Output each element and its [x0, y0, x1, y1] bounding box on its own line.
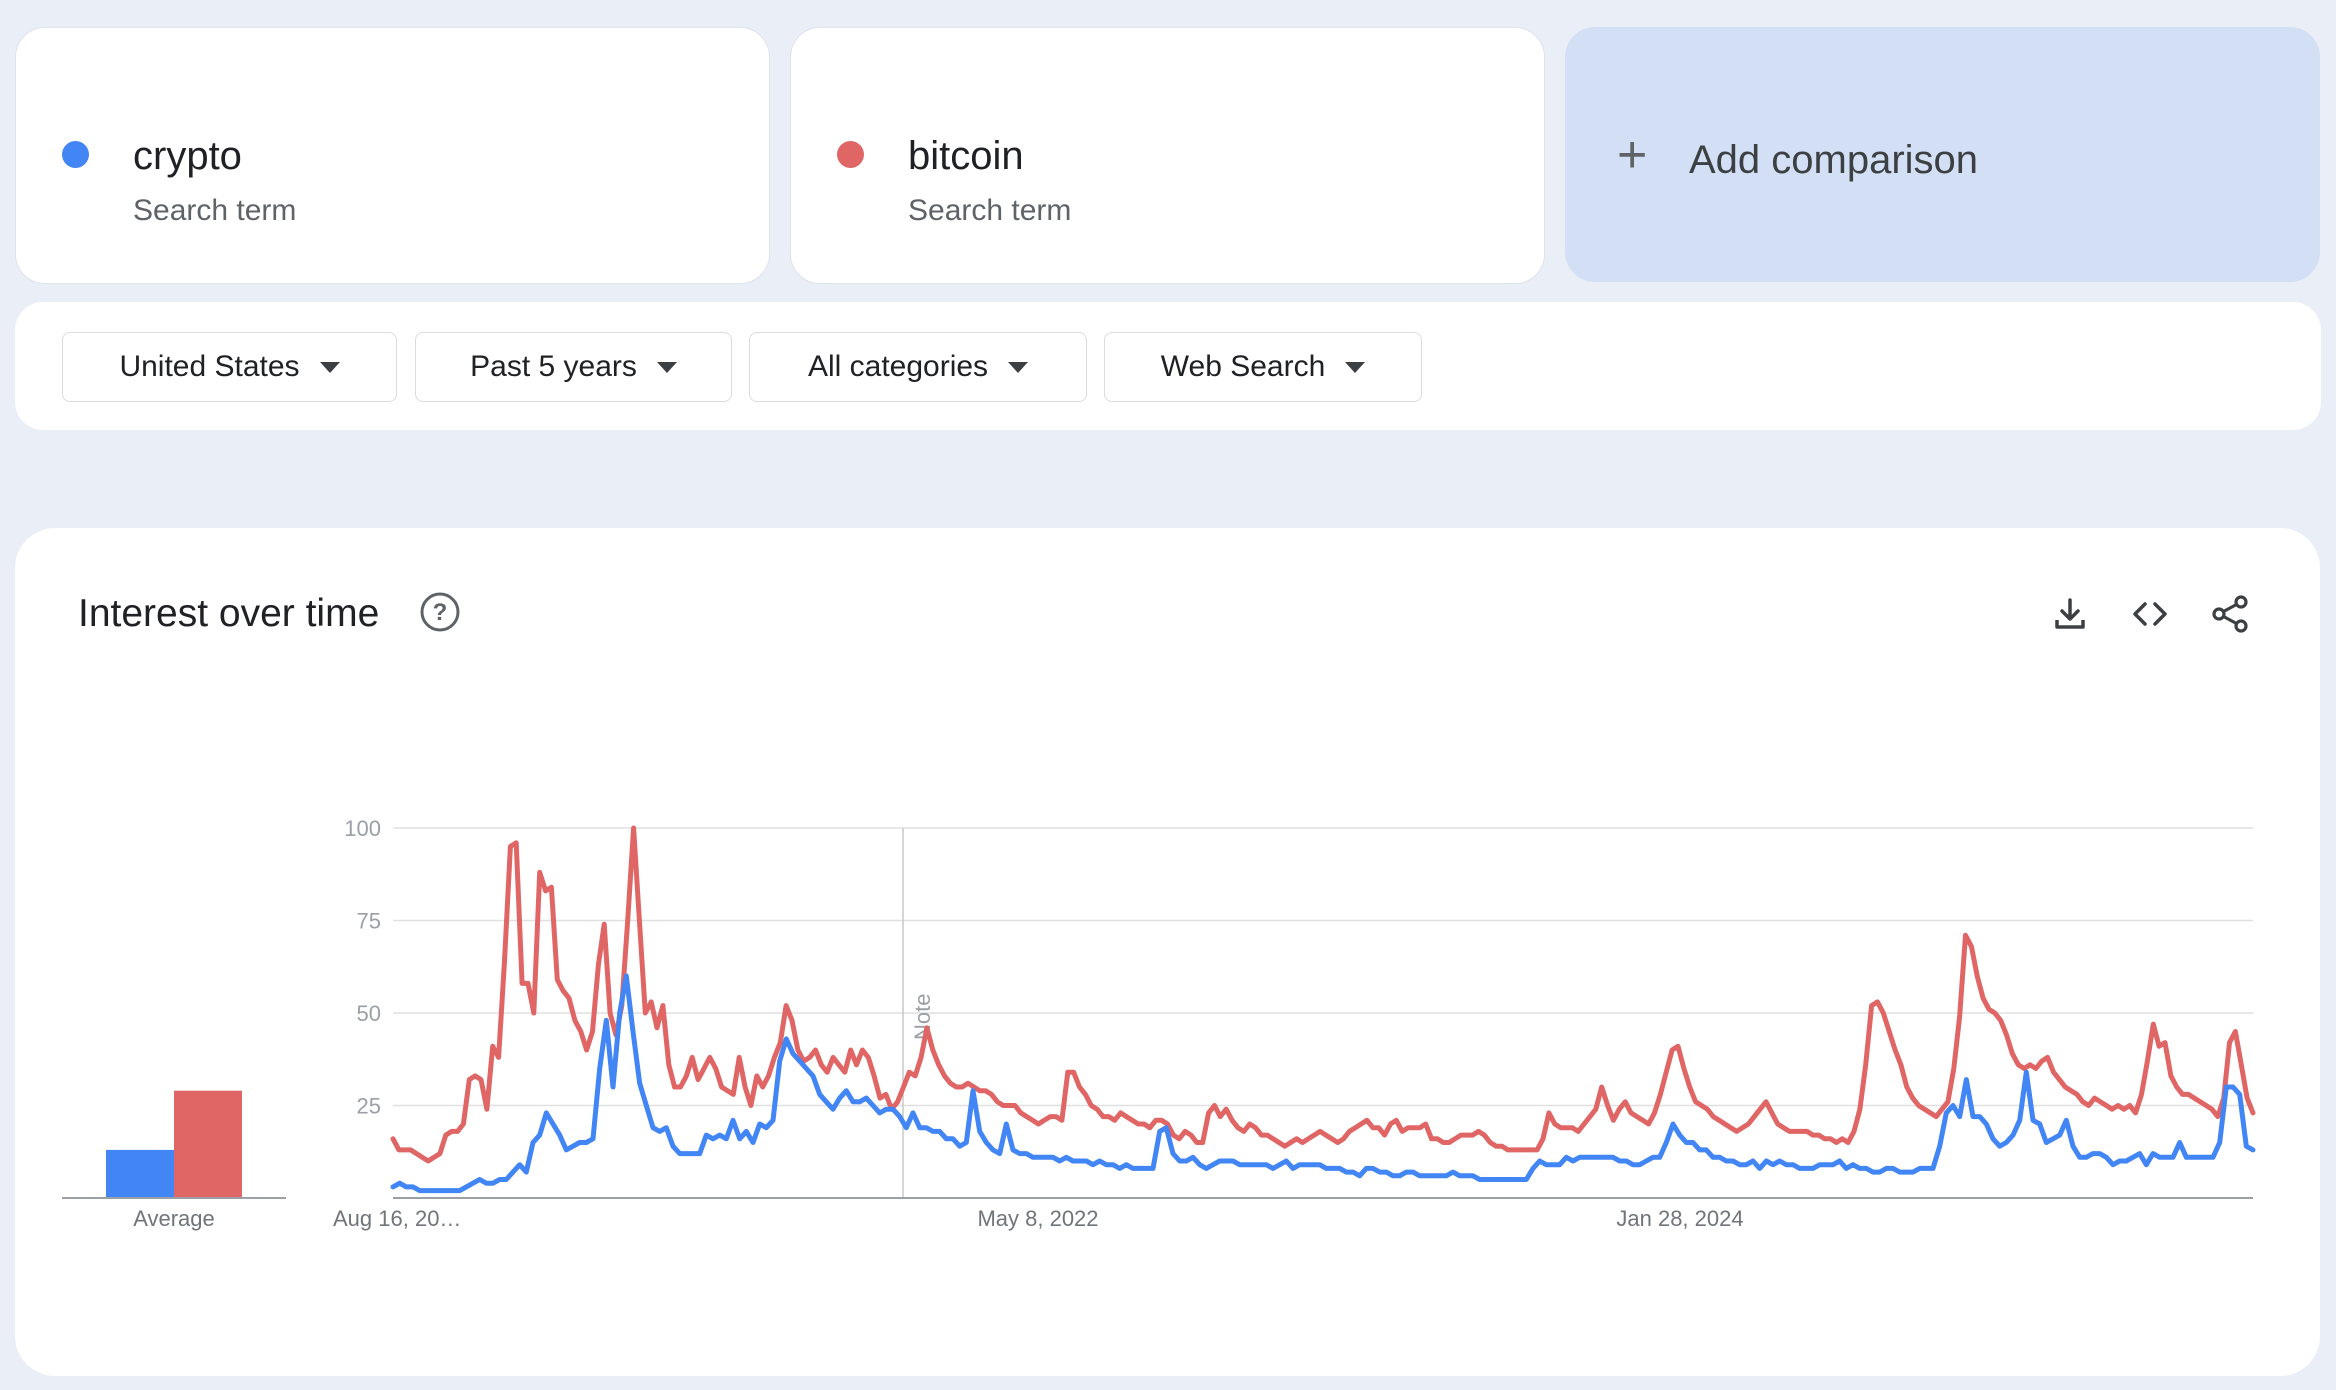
- embed-code-icon[interactable]: [2130, 594, 2170, 634]
- crypto-color-dot: [62, 141, 89, 168]
- category-dropdown[interactable]: All categories: [749, 332, 1087, 402]
- term-name[interactable]: bitcoin: [908, 134, 1024, 178]
- filters-bar: United States Past 5 years All categorie…: [15, 302, 2321, 430]
- y-tick-label: 100: [344, 816, 381, 841]
- average-label: Average: [133, 1206, 215, 1231]
- term-type-label: Search term: [133, 194, 297, 227]
- y-tick-label: 50: [357, 1001, 381, 1026]
- term-name[interactable]: crypto: [133, 134, 242, 178]
- category-value: All categories: [807, 350, 989, 383]
- chevron-down-icon: [1008, 361, 1029, 373]
- chevron-down-icon: [656, 361, 677, 373]
- interest-over-time-panel: Interest over time ?: [15, 528, 2320, 1376]
- chevron-down-icon: [319, 361, 340, 373]
- x-tick-label: Jan 28, 2024: [1616, 1206, 1743, 1231]
- y-tick-label: 75: [357, 909, 381, 934]
- series-line-bitcoin: [390, 825, 2256, 1164]
- help-icon[interactable]: ?: [419, 591, 461, 633]
- svg-text:?: ?: [433, 599, 448, 626]
- search-type-value: Web Search: [1160, 350, 1326, 383]
- bitcoin-color-dot: [837, 141, 864, 168]
- time-range-dropdown[interactable]: Past 5 years: [415, 332, 732, 402]
- share-icon[interactable]: [2210, 594, 2250, 634]
- term-type-label: Search term: [908, 194, 1072, 227]
- note-label: Note: [910, 994, 935, 1040]
- y-tick-label: 25: [357, 1094, 381, 1119]
- x-tick-label: May 8, 2022: [977, 1206, 1098, 1231]
- chevron-down-icon: [1345, 361, 1366, 373]
- time-range-value: Past 5 years: [470, 350, 637, 383]
- region-dropdown[interactable]: United States: [62, 332, 397, 402]
- term-card-crypto[interactable]: crypto Search term: [15, 27, 770, 284]
- add-comparison-label: Add comparison: [1689, 138, 1979, 182]
- average-bar-crypto: [106, 1149, 174, 1198]
- x-tick-label: Aug 16, 20…: [333, 1206, 461, 1231]
- download-icon[interactable]: [2050, 594, 2090, 634]
- add-comparison-button[interactable]: + Add comparison: [1565, 27, 2320, 282]
- panel-title: Interest over time: [78, 592, 380, 635]
- series-line-crypto: [390, 973, 2256, 1194]
- search-type-dropdown[interactable]: Web Search: [1104, 332, 1422, 402]
- term-card-bitcoin[interactable]: bitcoin Search term: [790, 27, 1545, 284]
- region-value: United States: [119, 350, 300, 383]
- plus-icon: +: [1617, 126, 1648, 184]
- average-bar-bitcoin: [174, 1090, 242, 1198]
